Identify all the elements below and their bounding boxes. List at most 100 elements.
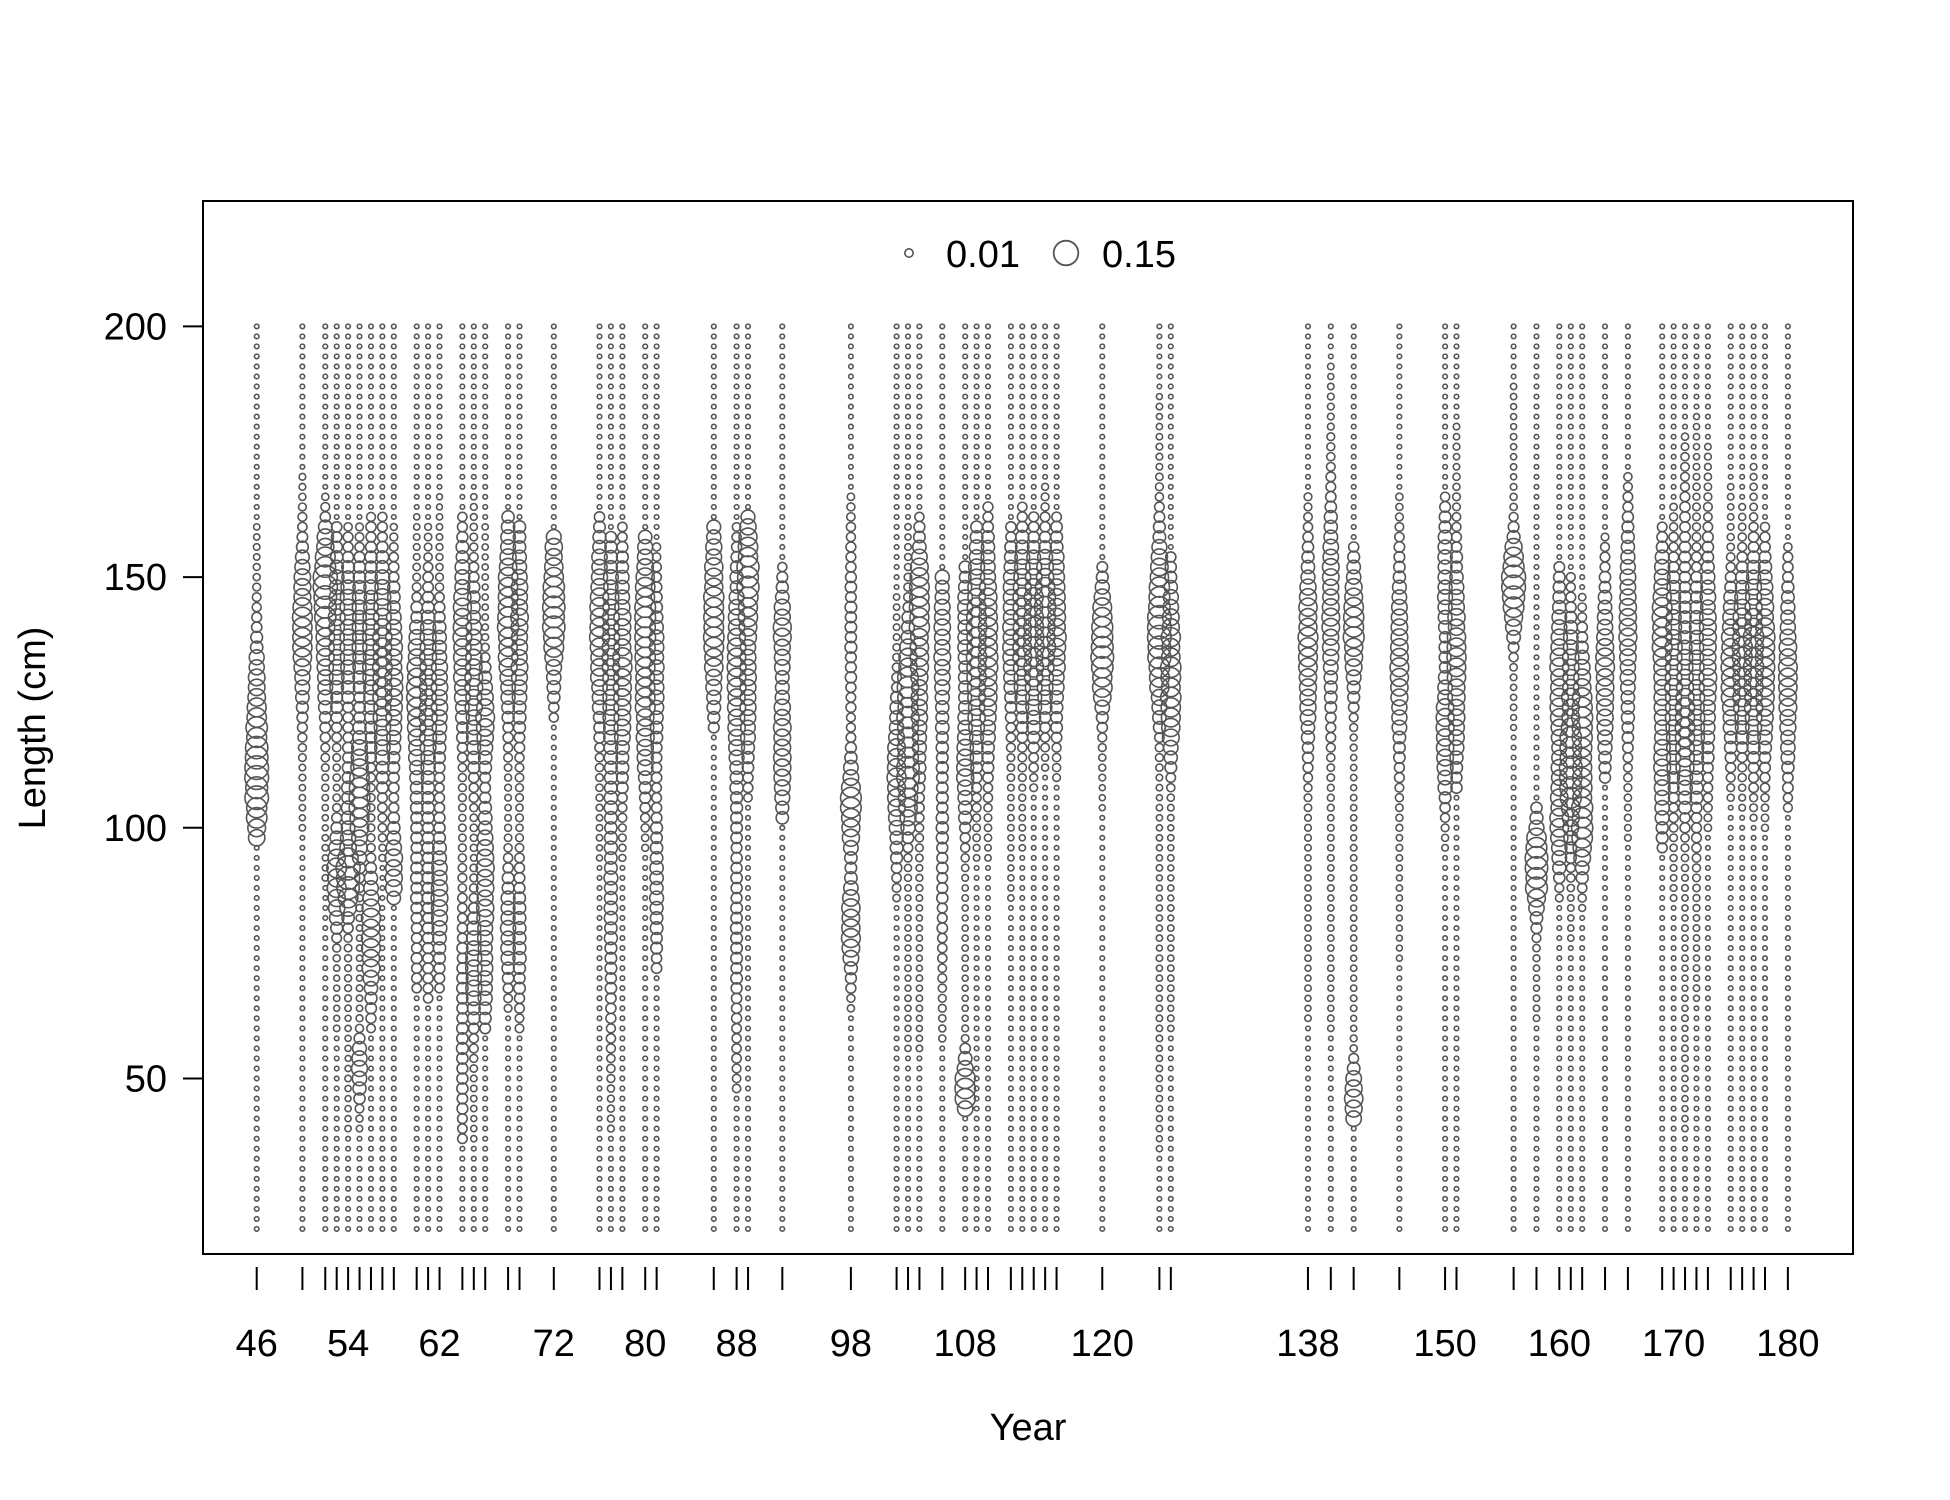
bubble-point [333, 393, 340, 400]
bubble-point [589, 587, 610, 607]
bubble-point [505, 443, 512, 450]
bubble-point [707, 721, 720, 734]
bubble-point [413, 1015, 420, 1022]
bubble-point [744, 824, 752, 831]
bubble-point [973, 463, 980, 470]
bubble-point [1350, 333, 1357, 340]
bubble-point [603, 810, 618, 825]
bubble-point [1037, 689, 1054, 706]
bubble-point [1567, 1195, 1574, 1202]
bubble-point [710, 1045, 717, 1052]
bubble-point [1596, 618, 1614, 636]
bubble-point [1304, 984, 1312, 993]
bubble-point [1556, 904, 1563, 912]
bubble-point [916, 453, 923, 460]
bubble-point [364, 1002, 378, 1015]
bubble-point [505, 1055, 512, 1062]
bubble-point [933, 628, 951, 646]
bubble-point [425, 463, 432, 470]
bubble-point [390, 955, 397, 962]
bubble-point [352, 670, 367, 685]
bubble-point [466, 609, 482, 625]
bubble-point [390, 975, 397, 982]
bubble-point [425, 1165, 432, 1172]
bubble-point [345, 423, 352, 430]
bubble-point [344, 1094, 352, 1103]
bubble-point [1453, 1085, 1460, 1092]
bubble-point [1019, 864, 1026, 871]
bubble-point [425, 493, 432, 500]
bubble-point [1327, 1085, 1334, 1092]
bubble-point [1509, 442, 1518, 451]
bubble-point [1567, 1035, 1574, 1042]
bubble-point [619, 1185, 626, 1192]
bubble-point [619, 935, 626, 942]
bubble-point [550, 1085, 557, 1092]
bubble-point [390, 1095, 397, 1102]
bubble-point [779, 985, 786, 992]
bubble-point [904, 323, 912, 330]
bubble-point [1567, 1215, 1574, 1222]
bubble-point [470, 393, 477, 400]
bubble-point [744, 874, 752, 881]
bubble-point [650, 931, 663, 945]
bubble-point [1533, 1045, 1540, 1052]
bubble-point [342, 531, 354, 543]
bubble-point [893, 1145, 900, 1152]
bubble-point [596, 363, 603, 370]
bubble-point [607, 333, 614, 340]
bubble-point [1042, 323, 1049, 330]
bubble-point [1053, 1195, 1060, 1202]
bubble-point [1019, 463, 1026, 470]
bubble-point [321, 833, 330, 842]
bubble-point [299, 1195, 306, 1202]
bubble-point [413, 1225, 420, 1232]
bubble-point [436, 1165, 443, 1172]
bubble-point [1579, 975, 1586, 982]
bubble-point [1601, 503, 1609, 510]
bubble-point [1579, 1215, 1586, 1222]
bubble-point [499, 919, 517, 937]
bubble-point [333, 343, 340, 350]
bubble-point [466, 750, 481, 765]
bubble-point [1510, 363, 1517, 370]
bubble-point [431, 859, 448, 877]
bubble-point [847, 413, 854, 420]
bubble-point [774, 679, 790, 696]
bubble-point [619, 1125, 626, 1132]
bubble-point [1533, 684, 1540, 691]
bubble-point [653, 373, 660, 380]
bubble-point [505, 403, 512, 410]
bubble-point [739, 658, 757, 676]
bubble-point [316, 528, 335, 546]
bubble-point [914, 511, 925, 523]
bubble-point [1556, 1135, 1563, 1142]
bubble-point [607, 513, 614, 520]
bubble-point [425, 513, 432, 520]
bubble-point [744, 904, 752, 912]
bubble-point [1167, 433, 1174, 440]
bubble-point [470, 1175, 477, 1182]
bubble-point [595, 803, 604, 812]
bubble-point [904, 383, 912, 390]
bubble-point [1167, 1045, 1174, 1052]
bubble-point [1343, 596, 1365, 618]
bubble-point [607, 463, 614, 470]
bubble-point [779, 403, 786, 410]
bubble-point [779, 1165, 786, 1172]
bubble-point [916, 1205, 923, 1212]
bubble-point [605, 1033, 617, 1044]
bubble-point [954, 1067, 976, 1090]
bubble-point [1035, 567, 1055, 587]
bubble-point [481, 573, 490, 582]
bubble-point [642, 965, 649, 972]
bubble-point [1323, 690, 1338, 705]
bubble-point [299, 1145, 306, 1152]
bubble-point [372, 687, 393, 708]
bubble-point [893, 1165, 900, 1172]
bubble-point [1394, 512, 1405, 522]
bubble-point [1299, 578, 1317, 596]
bubble-point [390, 413, 397, 420]
bubble-point [1349, 783, 1358, 792]
